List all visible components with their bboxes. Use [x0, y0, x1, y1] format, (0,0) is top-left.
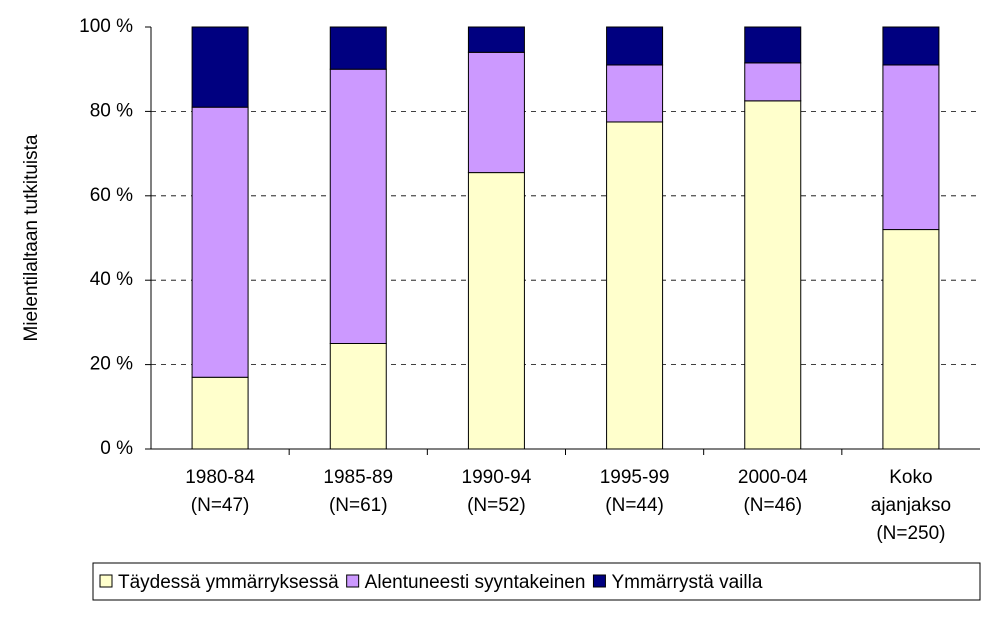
bar-segment [744, 26, 802, 64]
y-tick-label: 20 % [90, 354, 133, 375]
y-tick-label: 0 % [100, 438, 133, 459]
legend-label: Ymmärrystä vailla [611, 572, 762, 593]
x-tick-label: 1985-89 (N=61) [323, 467, 393, 516]
legend-label: Alentuneesti syyntakeinen [365, 572, 586, 593]
legend-swatch [346, 574, 360, 588]
y-tick-label: 100 % [79, 16, 133, 37]
bar-segment [744, 62, 802, 102]
x-tick-label: 1980-84 (N=47) [185, 467, 255, 516]
x-tick-label: 1995-99 (N=44) [600, 467, 670, 516]
bar-segment [606, 64, 664, 123]
legend-box [92, 562, 981, 601]
bar-segment [606, 26, 664, 66]
legend-swatch [99, 574, 113, 588]
bar-segment [744, 100, 802, 450]
bar-segment [191, 106, 249, 378]
x-tick-label: 2000-04 (N=46) [738, 467, 808, 516]
bar-segment [329, 26, 387, 70]
legend-swatch [592, 574, 606, 588]
y-tick-label: 60 % [90, 185, 133, 206]
x-tick-label: 1990-94 (N=52) [462, 467, 532, 516]
bar-segment [606, 121, 664, 450]
bar-segment [191, 376, 249, 450]
legend-label: Täydessä ymmärryksessä [118, 572, 339, 593]
y-tick-label: 80 % [90, 100, 133, 121]
bar-segment [191, 26, 249, 108]
bar-segment [467, 172, 525, 450]
bar-segment [329, 68, 387, 344]
bar-segment [882, 229, 940, 450]
bar-segment [882, 26, 940, 66]
x-tick-label: Koko ajanjakso (N=250) [871, 467, 951, 544]
bar-segment [467, 51, 525, 174]
y-tick-label: 40 % [90, 269, 133, 290]
bar-segment [329, 343, 387, 450]
bar-segment [882, 64, 940, 231]
bar-segment [467, 26, 525, 53]
y-axis-label: Mielentilaltaan tutkituista [21, 134, 42, 341]
